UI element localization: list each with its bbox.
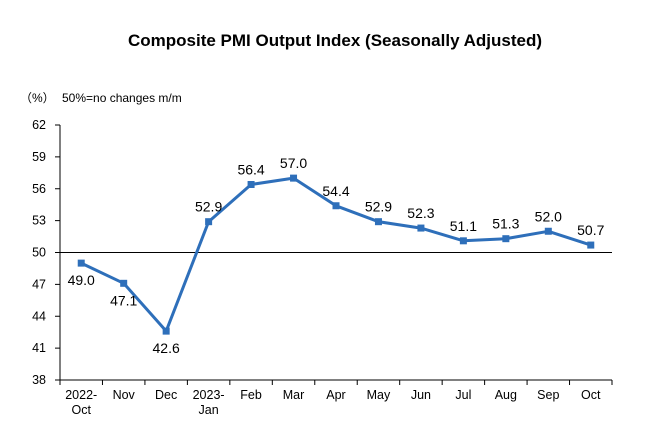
x-tick-label: Apr bbox=[326, 388, 345, 402]
data-point-marker bbox=[587, 241, 595, 249]
data-point-marker bbox=[374, 218, 382, 226]
x-tick-label: Dec bbox=[155, 388, 177, 402]
y-tick-label: 50 bbox=[32, 246, 46, 260]
data-point-marker bbox=[459, 237, 467, 245]
x-tick-label-line: Jul bbox=[455, 388, 471, 402]
data-label: 52.9 bbox=[365, 199, 392, 215]
x-tick-label-line: Sep bbox=[537, 388, 559, 402]
data-label: 52.0 bbox=[535, 208, 562, 224]
data-point-marker bbox=[247, 181, 255, 188]
y-tick-label: 62 bbox=[32, 118, 46, 132]
data-point-marker bbox=[205, 218, 213, 226]
x-tick-label: Jun bbox=[411, 388, 431, 402]
x-tick-label-line: Jan bbox=[199, 403, 219, 417]
y-tick-label: 56 bbox=[32, 182, 46, 196]
data-label: 57.0 bbox=[280, 155, 307, 171]
series-line-group bbox=[77, 174, 595, 335]
baseline-note: 50%=no changes m/m bbox=[62, 91, 182, 105]
data-point-marker bbox=[77, 259, 85, 267]
data-labels: 49.0 47.1 42.6 52.9 56.4 57.0 54.4 52.9 52.3 51.1… bbox=[68, 155, 605, 356]
x-tick-label: May bbox=[367, 388, 391, 402]
data-point-marker bbox=[544, 227, 552, 235]
x-tick-label: 2022-Oct bbox=[65, 388, 97, 417]
y-tick-label: 47 bbox=[32, 277, 46, 291]
x-tick-label-line: Feb bbox=[240, 388, 262, 402]
pmi-series-line bbox=[80, 176, 592, 333]
chart-axes bbox=[59, 125, 612, 381]
x-tick-label: Sep bbox=[537, 388, 559, 402]
data-label: 52.3 bbox=[407, 205, 434, 221]
x-tick-label-line: Aug bbox=[495, 388, 517, 402]
x-tick-label: Aug bbox=[495, 388, 517, 402]
data-label: 52.9 bbox=[195, 199, 222, 215]
data-point-marker bbox=[417, 224, 425, 232]
x-tick-label-line: Oct bbox=[581, 388, 601, 402]
data-point-marker bbox=[120, 279, 128, 287]
data-label: 50.7 bbox=[577, 222, 604, 238]
data-label: 51.1 bbox=[450, 218, 477, 234]
data-point-marker bbox=[290, 174, 298, 182]
data-label: 54.4 bbox=[322, 183, 349, 199]
x-tick-label: Mar bbox=[283, 388, 305, 402]
x-tick-label-line: Mar bbox=[283, 388, 305, 402]
x-tick-label-line: May bbox=[367, 388, 391, 402]
data-point-marker bbox=[502, 235, 510, 243]
data-label: 49.0 bbox=[68, 272, 95, 288]
y-tick-label: 59 bbox=[32, 150, 46, 164]
x-tick-label: Oct bbox=[581, 388, 601, 402]
data-point-marker bbox=[332, 202, 340, 210]
data-label: 56.4 bbox=[237, 162, 264, 178]
x-tick-label: Feb bbox=[240, 388, 262, 402]
x-tick-label-line: Oct bbox=[72, 403, 92, 417]
x-tick-label-line: Apr bbox=[326, 388, 345, 402]
chart-title: Composite PMI Output Index (Seasonally A… bbox=[128, 31, 542, 50]
y-axis-ticks: 62 59 56 53 50 47 44 41 38 bbox=[32, 118, 60, 387]
x-tick-label-line: Nov bbox=[113, 388, 136, 402]
x-tick-label-line: 2022- bbox=[65, 388, 97, 402]
x-tick-label-line: Dec bbox=[155, 388, 177, 402]
data-point-marker bbox=[162, 327, 170, 335]
y-tick-label: 44 bbox=[32, 309, 46, 323]
x-tick-label: Nov bbox=[113, 388, 136, 402]
unit-label: （%） bbox=[20, 91, 55, 105]
data-label: 42.6 bbox=[153, 340, 180, 356]
x-tick-label-line: Jun bbox=[411, 388, 431, 402]
x-tick-label-line: 2023- bbox=[193, 388, 225, 402]
y-tick-label: 41 bbox=[32, 341, 46, 355]
x-tick-label: 2023-Jan bbox=[193, 388, 225, 417]
y-tick-label: 38 bbox=[32, 373, 46, 387]
data-label: 47.1 bbox=[110, 292, 137, 308]
x-tick-label: Jul bbox=[455, 388, 471, 402]
y-tick-label: 53 bbox=[32, 214, 46, 228]
data-label: 51.3 bbox=[492, 216, 519, 232]
